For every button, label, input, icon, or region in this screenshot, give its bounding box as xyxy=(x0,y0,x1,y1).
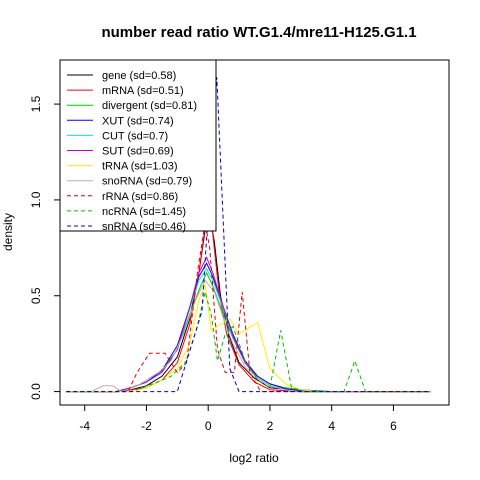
legend-label: divergent (sd=0.81) xyxy=(102,100,197,112)
legend: gene (sd=0.58) mRNA (sd=0.51) divergent (s… xyxy=(59,59,217,233)
legend-label: snoRNA (sd=0.79) xyxy=(102,176,192,188)
series-line-8 xyxy=(66,222,431,393)
y-tick-label: 0.5 xyxy=(29,287,43,304)
series-line-6 xyxy=(66,282,431,393)
legend-box xyxy=(59,59,217,232)
x-axis-label: log2 ratio xyxy=(229,451,279,465)
series-line-7 xyxy=(66,279,431,393)
y-tick-label: 1.5 xyxy=(29,95,43,112)
legend-label: SUT (sd=0.69) xyxy=(102,146,174,158)
series-line-9 xyxy=(66,291,431,393)
x-tick-label: -4 xyxy=(79,419,90,433)
legend-label: mRNA (sd=0.51) xyxy=(102,85,184,97)
x-tick-label: 6 xyxy=(390,419,397,433)
legend-label: rRNA (sd=0.86) xyxy=(102,191,178,203)
x-tick-label: 4 xyxy=(328,419,335,433)
series-line-10 xyxy=(66,77,431,393)
legend-label: snRNA (sd=0.46) xyxy=(102,221,186,233)
chart-title: number read ratio WT.G1.4/mre11-H125.G1.… xyxy=(101,24,416,41)
y-axis-label: density xyxy=(1,213,15,251)
x-tick-label: 0 xyxy=(205,419,212,433)
x-tick-label: -2 xyxy=(141,419,152,433)
legend-label: gene (sd=0.58) xyxy=(102,70,176,82)
y-tick-label: 1.0 xyxy=(29,191,43,208)
legend-label: CUT (sd=0.7) xyxy=(102,130,168,142)
legend-label: tRNA (sd=1.03) xyxy=(102,161,178,173)
legend-label: ncRNA (sd=1.45) xyxy=(102,206,186,218)
x-tick-label: 2 xyxy=(267,419,274,433)
y-tick-label: 0.0 xyxy=(29,383,43,400)
x-axis: -4 -2 0 2 4 6 xyxy=(79,404,397,433)
legend-label: XUT (sd=0.74) xyxy=(102,115,174,127)
